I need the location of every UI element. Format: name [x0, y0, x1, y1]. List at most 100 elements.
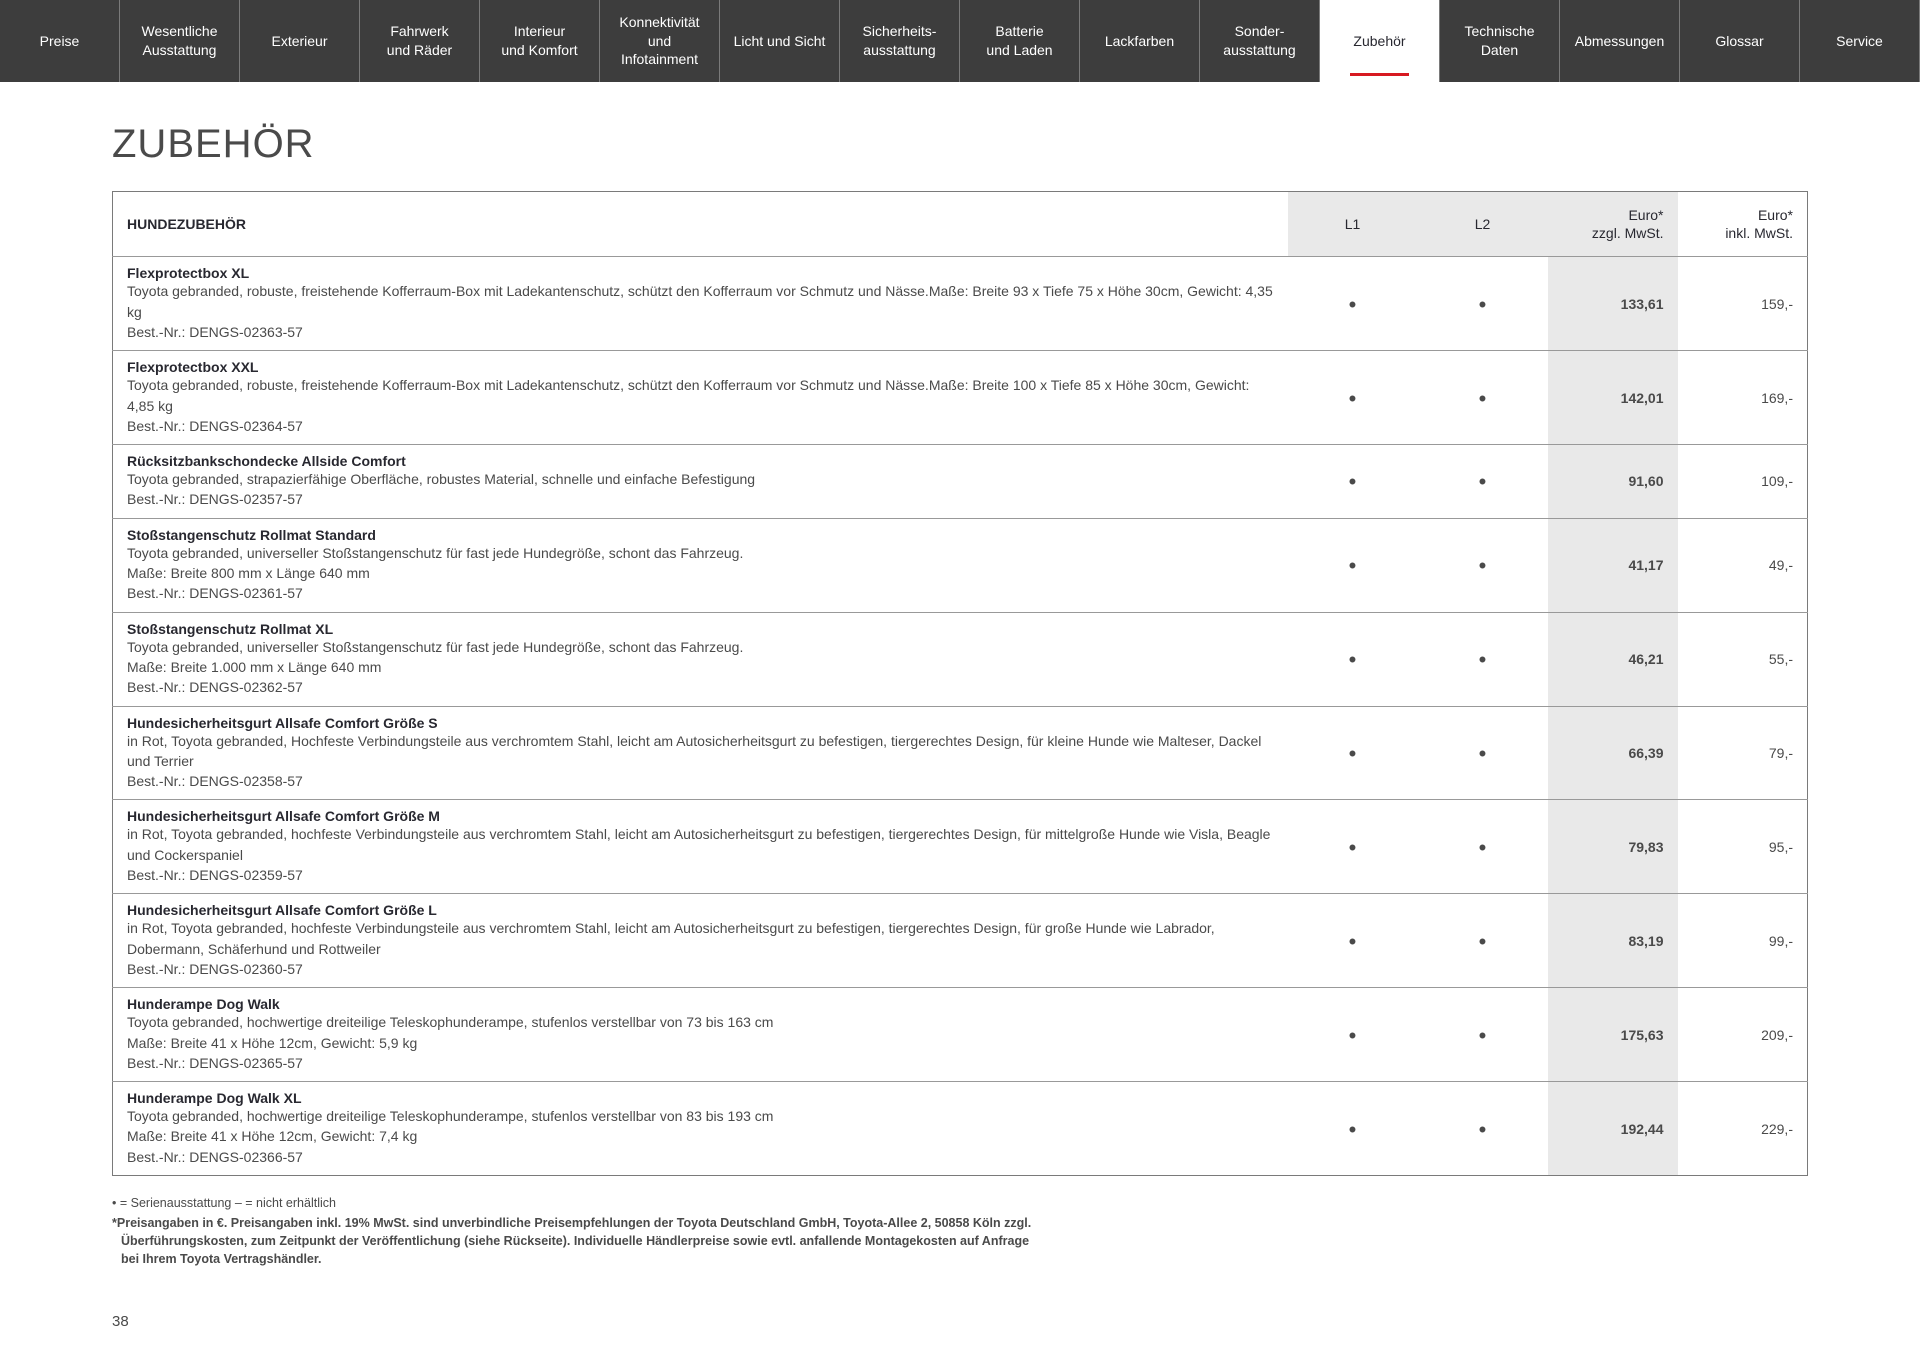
- item-name: Flexprotectbox XXL: [127, 359, 1274, 375]
- cell-price-net: 46,21: [1548, 612, 1678, 706]
- cell-l2: •: [1418, 257, 1548, 351]
- item-cell: Hunderampe Dog WalkToyota gebranded, hoc…: [113, 988, 1288, 1082]
- nav-tab-6[interactable]: Licht und Sicht: [720, 0, 840, 82]
- nav-tab-2[interactable]: Exterieur: [240, 0, 360, 82]
- nav-tab-13[interactable]: Abmessungen: [1560, 0, 1680, 82]
- item-name: Hunderampe Dog Walk: [127, 996, 1274, 1012]
- cell-l2: •: [1418, 518, 1548, 612]
- cell-l1: •: [1288, 988, 1418, 1082]
- nav-tab-10[interactable]: Sonder-ausstattung: [1200, 0, 1320, 82]
- item-order-number: Best.-Nr.: DENGS-02360-57: [127, 959, 1274, 979]
- cell-price-net: 41,17: [1548, 518, 1678, 612]
- table-row: Flexprotectbox XLToyota gebranded, robus…: [113, 257, 1808, 351]
- cell-price-net: 133,61: [1548, 257, 1678, 351]
- item-description: in Rot, Toyota gebranded, hochfeste Verb…: [127, 824, 1274, 865]
- cell-price-gross: 79,-: [1678, 706, 1808, 800]
- nav-tab-12[interactable]: TechnischeDaten: [1440, 0, 1560, 82]
- cell-l1: •: [1288, 351, 1418, 445]
- cell-price-net: 192,44: [1548, 1082, 1678, 1176]
- nav-tab-4[interactable]: Interieurund Komfort: [480, 0, 600, 82]
- item-order-number: Best.-Nr.: DENGS-02364-57: [127, 416, 1274, 436]
- item-description: Toyota gebranded, hochwertige dreiteilig…: [127, 1012, 1274, 1053]
- table-row: Hunderampe Dog WalkToyota gebranded, hoc…: [113, 988, 1808, 1082]
- cell-price-gross: 169,-: [1678, 351, 1808, 445]
- nav-tab-1[interactable]: WesentlicheAusstattung: [120, 0, 240, 82]
- cell-l2: •: [1418, 612, 1548, 706]
- cell-price-gross: 55,-: [1678, 612, 1808, 706]
- table-row: Hundesicherheitsgurt Allsafe Comfort Grö…: [113, 706, 1808, 800]
- cell-l1: •: [1288, 445, 1418, 519]
- cell-price-net: 79,83: [1548, 800, 1678, 894]
- header-net-line1: Euro*: [1628, 207, 1663, 223]
- table-row: Stoßstangenschutz Rollmat XLToyota gebra…: [113, 612, 1808, 706]
- item-order-number: Best.-Nr.: DENGS-02363-57: [127, 322, 1274, 342]
- top-navigation: PreiseWesentlicheAusstattungExterieurFah…: [0, 0, 1920, 82]
- item-cell: Hundesicherheitsgurt Allsafe Comfort Grö…: [113, 894, 1288, 988]
- item-cell: Flexprotectbox XXLToyota gebranded, robu…: [113, 351, 1288, 445]
- cell-l2: •: [1418, 445, 1548, 519]
- item-description: in Rot, Toyota gebranded, hochfeste Verb…: [127, 918, 1274, 959]
- item-description: Toyota gebranded, strapazierfähige Oberf…: [127, 469, 1274, 489]
- table-row: Stoßstangenschutz Rollmat StandardToyota…: [113, 518, 1808, 612]
- cell-l2: •: [1418, 706, 1548, 800]
- item-cell: Rücksitzbankschondecke Allside ComfortTo…: [113, 445, 1288, 519]
- item-order-number: Best.-Nr.: DENGS-02357-57: [127, 489, 1274, 509]
- header-net-line2: zzgl. MwSt.: [1592, 225, 1664, 241]
- item-cell: Hunderampe Dog Walk XLToyota gebranded, …: [113, 1082, 1288, 1176]
- item-name: Flexprotectbox XL: [127, 265, 1274, 281]
- cell-l1: •: [1288, 612, 1418, 706]
- legend-symbols: • = Serienausstattung – = nicht erhältli…: [112, 1196, 1808, 1210]
- cell-price-net: 142,01: [1548, 351, 1678, 445]
- cell-price-net: 175,63: [1548, 988, 1678, 1082]
- item-order-number: Best.-Nr.: DENGS-02365-57: [127, 1053, 1274, 1073]
- disclaimer-line1: *Preisangaben in €. Preisangaben inkl. 1…: [112, 1216, 1031, 1230]
- cell-price-net: 83,19: [1548, 894, 1678, 988]
- nav-tab-15[interactable]: Service: [1800, 0, 1920, 82]
- cell-l2: •: [1418, 800, 1548, 894]
- table-header-row: HUNDEZUBEHÖR L1 L2 Euro* zzgl. MwSt. Eur…: [113, 192, 1808, 257]
- cell-l1: •: [1288, 1082, 1418, 1176]
- item-order-number: Best.-Nr.: DENGS-02358-57: [127, 771, 1274, 791]
- header-gross-line1: Euro*: [1758, 207, 1793, 223]
- table-row: Hundesicherheitsgurt Allsafe Comfort Grö…: [113, 800, 1808, 894]
- item-cell: Hundesicherheitsgurt Allsafe Comfort Grö…: [113, 706, 1288, 800]
- nav-tab-7[interactable]: Sicherheits-ausstattung: [840, 0, 960, 82]
- nav-tab-9[interactable]: Lackfarben: [1080, 0, 1200, 82]
- item-name: Stoßstangenschutz Rollmat Standard: [127, 527, 1274, 543]
- cell-price-gross: 49,-: [1678, 518, 1808, 612]
- item-name: Stoßstangenschutz Rollmat XL: [127, 621, 1274, 637]
- nav-tab-8[interactable]: Batterieund Laden: [960, 0, 1080, 82]
- cell-l2: •: [1418, 1082, 1548, 1176]
- cell-price-net: 66,39: [1548, 706, 1678, 800]
- item-name: Hunderampe Dog Walk XL: [127, 1090, 1274, 1106]
- item-description: Toyota gebranded, robuste, freistehende …: [127, 375, 1274, 416]
- nav-tab-14[interactable]: Glossar: [1680, 0, 1800, 82]
- nav-tab-0[interactable]: Preise: [0, 0, 120, 82]
- nav-tab-11[interactable]: Zubehör: [1320, 0, 1440, 82]
- cell-price-gross: 159,-: [1678, 257, 1808, 351]
- page-number: 38: [112, 1313, 129, 1330]
- item-description: Toyota gebranded, universeller Stoßstang…: [127, 637, 1274, 678]
- item-cell: Stoßstangenschutz Rollmat StandardToyota…: [113, 518, 1288, 612]
- cell-l1: •: [1288, 894, 1418, 988]
- header-price-gross: Euro* inkl. MwSt.: [1678, 192, 1808, 257]
- cell-l2: •: [1418, 351, 1548, 445]
- page-content: ZUBEHÖR HUNDEZUBEHÖR L1 L2 Euro* zzgl. M…: [0, 82, 1920, 1268]
- cell-price-gross: 229,-: [1678, 1082, 1808, 1176]
- item-order-number: Best.-Nr.: DENGS-02361-57: [127, 583, 1274, 603]
- header-l1: L1: [1288, 192, 1418, 257]
- item-description: Toyota gebranded, universeller Stoßstang…: [127, 543, 1274, 584]
- table-row: Hundesicherheitsgurt Allsafe Comfort Grö…: [113, 894, 1808, 988]
- item-name: Hundesicherheitsgurt Allsafe Comfort Grö…: [127, 715, 1274, 731]
- legend-disclaimer: *Preisangaben in €. Preisangaben inkl. 1…: [112, 1214, 1808, 1268]
- nav-tab-3[interactable]: Fahrwerkund Räder: [360, 0, 480, 82]
- pricing-table: HUNDEZUBEHÖR L1 L2 Euro* zzgl. MwSt. Eur…: [112, 191, 1808, 1176]
- nav-tab-5[interactable]: KonnektivitätundInfotainment: [600, 0, 720, 82]
- cell-price-gross: 209,-: [1678, 988, 1808, 1082]
- table-row: Rücksitzbankschondecke Allside ComfortTo…: [113, 445, 1808, 519]
- table-row: Hunderampe Dog Walk XLToyota gebranded, …: [113, 1082, 1808, 1176]
- cell-price-net: 91,60: [1548, 445, 1678, 519]
- header-category: HUNDEZUBEHÖR: [113, 192, 1288, 257]
- item-cell: Flexprotectbox XLToyota gebranded, robus…: [113, 257, 1288, 351]
- legend: • = Serienausstattung – = nicht erhältli…: [112, 1196, 1808, 1268]
